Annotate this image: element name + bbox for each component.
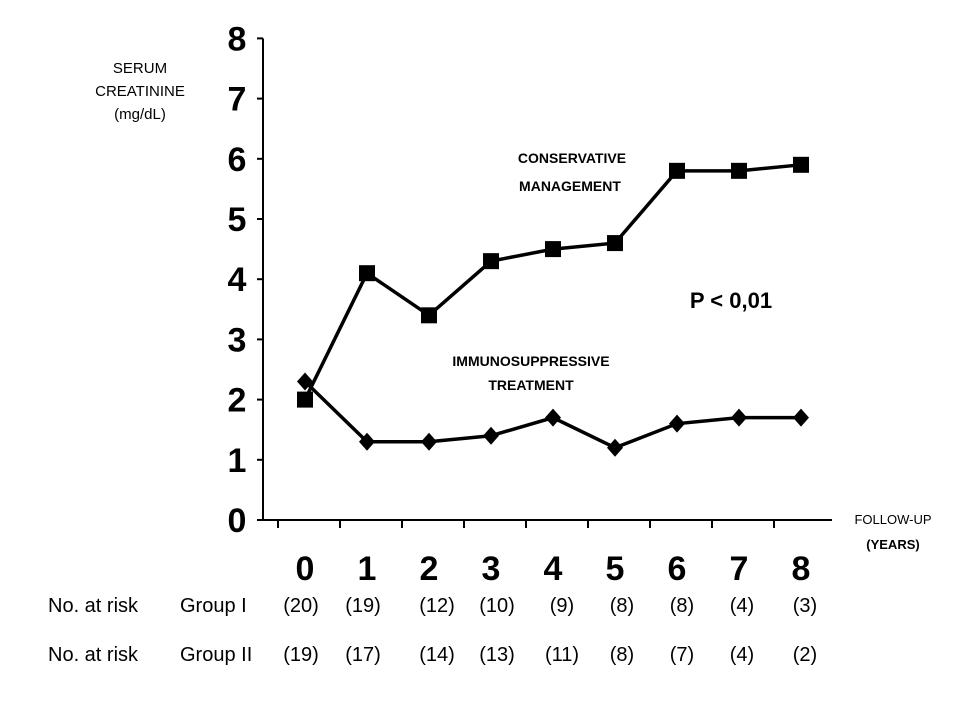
x-tick-label: 1 <box>358 550 377 588</box>
at-risk-count: (19) <box>283 644 319 666</box>
data-point-diamond <box>483 426 499 445</box>
x-tick-label: 5 <box>606 550 625 588</box>
y-tick-label: 2 <box>228 382 247 420</box>
at-risk-count: (4) <box>730 644 754 666</box>
y-tick-label: 5 <box>228 201 247 239</box>
at-risk-count: (8) <box>610 595 634 617</box>
data-point-square <box>731 162 747 179</box>
y-axis-label-line-2: CREATININE <box>95 83 185 100</box>
at-risk-count: (17) <box>345 644 381 666</box>
at-risk-count: (11) <box>545 644 579 666</box>
data-point-diamond <box>793 408 809 427</box>
x-tick-label: 8 <box>792 550 811 588</box>
y-axis-label-line-1: SERUM <box>113 60 167 77</box>
data-point-square <box>297 391 313 408</box>
y-tick-label: 0 <box>228 502 247 540</box>
at-risk-count: (10) <box>479 595 515 617</box>
x-tick-labels: 0 1 2 3 4 5 6 7 8 <box>296 550 811 588</box>
at-risk-count: (12) <box>419 595 455 617</box>
data-point-diamond <box>669 414 685 433</box>
data-point-diamond <box>545 408 561 427</box>
y-tick-label: 7 <box>228 81 247 119</box>
at-risk-prefix: No. at risk <box>48 644 139 666</box>
y-tick-label: 8 <box>228 20 247 58</box>
x-axis-label-line-1: FOLLOW-UP <box>854 512 931 527</box>
x-tick-label: 0 <box>296 550 315 588</box>
data-point-diamond <box>297 372 313 391</box>
data-point-square <box>669 162 685 179</box>
y-tick-label: 1 <box>228 442 247 480</box>
at-risk-group-label: Group II <box>180 644 252 666</box>
x-tick-label: 4 <box>544 550 563 588</box>
y-tick-label: 3 <box>228 321 247 359</box>
immuno-label-line-1: IMMUNOSUPPRESSIVE <box>452 353 609 369</box>
series-layer <box>297 156 809 457</box>
x-tick-label: 3 <box>482 550 501 588</box>
p-value-label: P < 0,01 <box>690 288 772 313</box>
y-tick-label: 6 <box>228 141 247 179</box>
at-risk-count: (3) <box>793 595 817 617</box>
data-point-square <box>359 265 375 282</box>
data-point-diamond <box>421 432 437 451</box>
at-risk-count: (2) <box>793 644 817 666</box>
at-risk-count: (8) <box>670 595 694 617</box>
conservative-label-line-1: CONSERVATIVE <box>518 150 626 166</box>
y-axis-label: SERUM CREATININE (mg/dL) <box>95 60 185 123</box>
x-axis-label: FOLLOW-UP (YEARS) <box>854 512 931 552</box>
axes <box>257 37 832 528</box>
data-point-diamond <box>731 408 747 427</box>
data-point-diamond <box>607 438 623 457</box>
data-point-square <box>421 307 437 324</box>
data-point-square <box>483 253 499 270</box>
x-tick-label: 7 <box>730 550 749 588</box>
x-tick-label: 2 <box>420 550 439 588</box>
at-risk-prefix: No. at risk <box>48 595 139 617</box>
conservative-label-line-2: MANAGEMENT <box>519 178 621 194</box>
x-tick-label: 6 <box>668 550 687 588</box>
at-risk-group-label: Group I <box>180 595 247 617</box>
at-risk-count: (20) <box>283 595 319 617</box>
at-risk-count: (7) <box>670 644 694 666</box>
at-risk-count: (9) <box>550 595 574 617</box>
data-point-square <box>545 241 561 258</box>
y-tick-label: 4 <box>228 261 247 299</box>
series-conservative <box>297 156 809 408</box>
data-point-diamond <box>359 432 375 451</box>
series-immunosuppressive <box>297 372 809 457</box>
x-axis-label-line-2: (YEARS) <box>866 537 919 552</box>
immuno-label-line-2: TREATMENT <box>488 377 574 393</box>
annotations: CONSERVATIVE MANAGEMENT P < 0,01 IMMUNOS… <box>452 150 772 393</box>
data-point-square <box>607 235 623 252</box>
at-risk-count: (13) <box>479 644 515 666</box>
data-point-square <box>793 156 809 173</box>
at-risk-table: No. at risk Group I (20) (19) (12) (10) (9) (8)… <box>48 595 817 666</box>
at-risk-count: (19) <box>345 595 381 617</box>
y-axis-label-line-3: (mg/dL) <box>114 106 166 123</box>
at-risk-count: (14) <box>419 644 455 666</box>
y-tick-labels: 0 1 2 3 4 5 6 7 8 <box>228 20 247 540</box>
at-risk-count: (8) <box>610 644 634 666</box>
at-risk-count: (4) <box>730 595 754 617</box>
